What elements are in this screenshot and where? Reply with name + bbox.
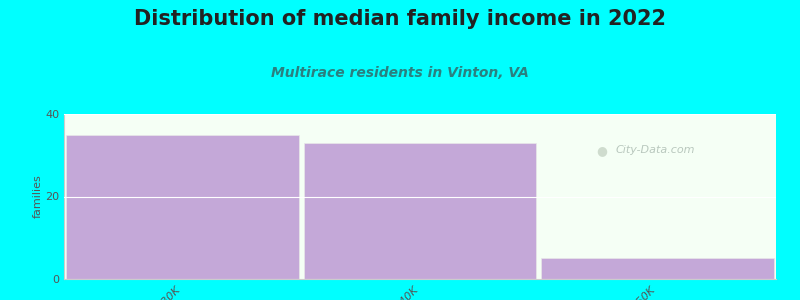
Text: ●: ● — [596, 144, 607, 157]
Text: City-Data.com: City-Data.com — [615, 145, 694, 155]
Text: Multirace residents in Vinton, VA: Multirace residents in Vinton, VA — [271, 66, 529, 80]
Bar — [541, 258, 774, 279]
Text: Distribution of median family income in 2022: Distribution of median family income in … — [134, 9, 666, 29]
Bar — [304, 143, 536, 279]
Y-axis label: families: families — [32, 175, 42, 218]
Bar — [66, 135, 299, 279]
